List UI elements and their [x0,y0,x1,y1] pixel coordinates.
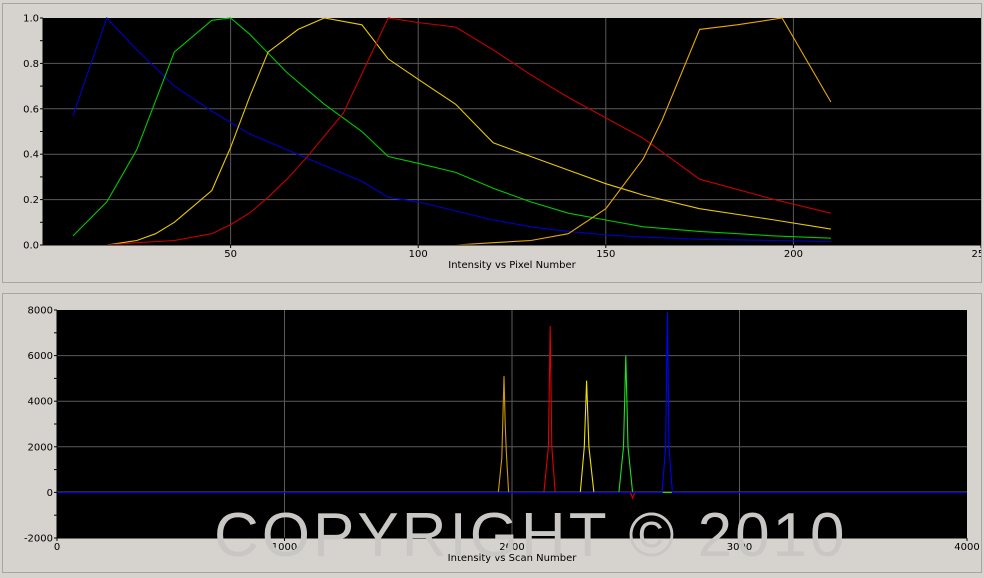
y-tick-label: 4000 [28,397,53,408]
y-tick-label: 0.0 [23,241,39,252]
y-tick-label: 6000 [28,351,53,362]
y-tick-label: 2000 [28,442,53,453]
pixel-intensity-chart-panel: 50 100 150 200 250 0.0 0.2 0.4 0.6 0.8 1.0 Intensit… [2,3,984,283]
y-tick-label: 8000 [28,306,53,317]
x-tick-label: 150 [596,249,615,260]
y-tick-label: -2000 [24,534,53,545]
series-line-2 [57,325,967,500]
x-axis-label: Intensity vs Pixel Number [448,260,576,271]
y-tick-label: 0.6 [23,104,39,115]
series-line-4 [73,17,832,246]
x-tick-label: 100 [409,249,428,260]
y-tick-label: 0.4 [23,150,39,161]
x-tick-label: 250 [971,249,981,260]
pixel-intensity-chart: 50 100 150 200 250 0.0 0.2 0.4 0.6 0.8 1.0 Intensit… [23,14,984,272]
x-tick-label: 0 [54,542,60,553]
series-line-1 [72,16,831,243]
series-line-2 [72,17,831,239]
x-tick-label: 200 [784,249,803,260]
plot-area [43,18,981,245]
y-tick-label: 0.8 [23,59,39,70]
scan-intensity-chart: 0 1000 2000 3000 4000-200002000400060008000I… [24,306,980,565]
series-line-5 [57,312,967,493]
x-tick-label: 50 [224,249,237,260]
series-line-3 [73,17,831,246]
x-tick-label: 4000 [954,542,979,553]
y-tick-label: 1.0 [23,14,39,25]
x-tick-label: 3000 [727,542,752,553]
x-tick-label: 2000 [499,542,524,553]
x-axis-label: Intensity vs Scan Number [448,553,578,564]
scan-intensity-chart-panel: 0 1000 2000 3000 4000 -2000 0 2000 4000 6000 8000 I… [2,293,982,573]
y-tick-label: 0.2 [23,195,39,206]
x-tick-label: 1000 [272,542,297,553]
y-tick-label: 0 [47,488,53,499]
